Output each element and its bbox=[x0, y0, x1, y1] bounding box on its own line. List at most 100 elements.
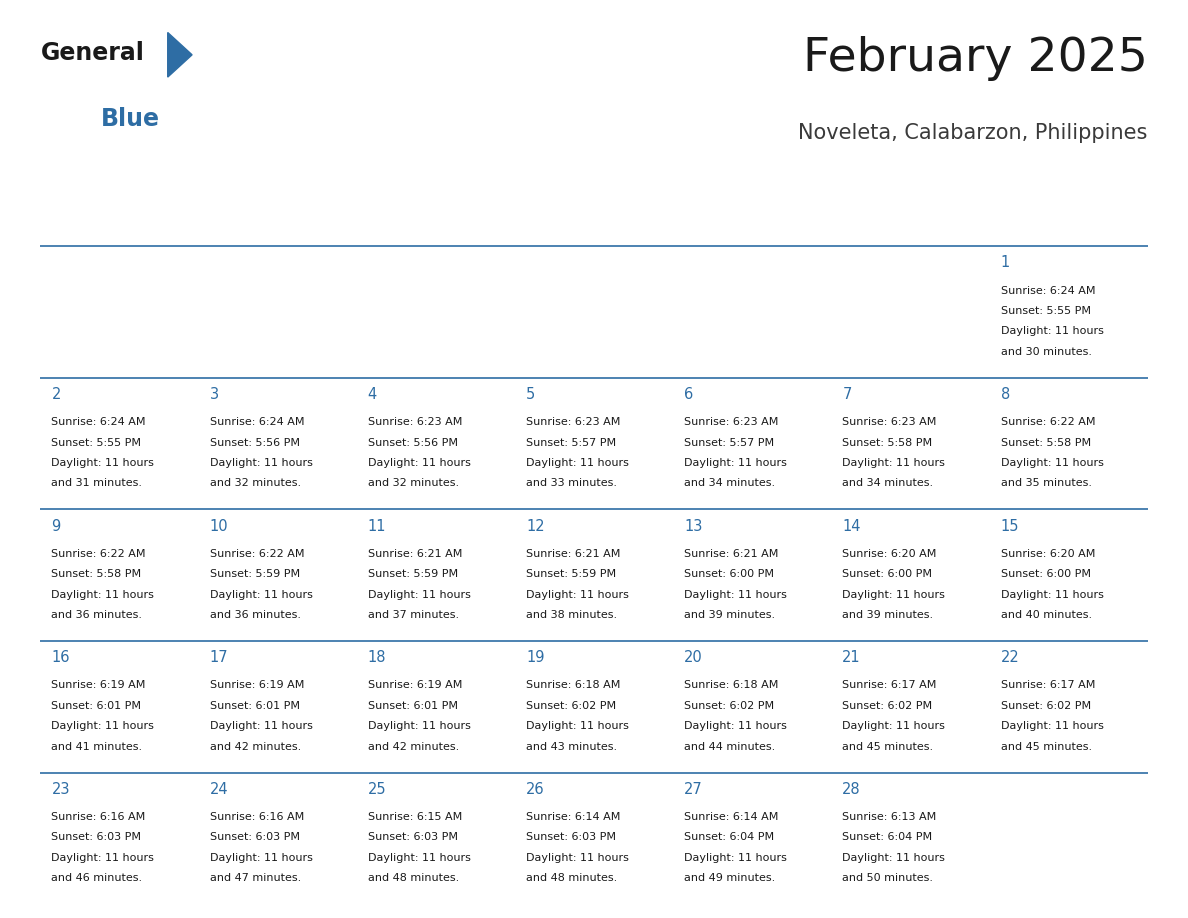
Text: Sunrise: 6:13 AM: Sunrise: 6:13 AM bbox=[842, 812, 936, 823]
Text: and 32 minutes.: and 32 minutes. bbox=[209, 478, 301, 488]
Text: Sunset: 5:58 PM: Sunset: 5:58 PM bbox=[1000, 438, 1091, 448]
Text: Sunrise: 6:20 AM: Sunrise: 6:20 AM bbox=[1000, 549, 1095, 559]
Text: Sunset: 5:58 PM: Sunset: 5:58 PM bbox=[51, 569, 141, 579]
Text: February 2025: February 2025 bbox=[803, 36, 1148, 81]
Text: and 45 minutes.: and 45 minutes. bbox=[842, 742, 934, 752]
Text: Daylight: 11 hours: Daylight: 11 hours bbox=[684, 458, 786, 468]
Text: and 42 minutes.: and 42 minutes. bbox=[209, 742, 301, 752]
Text: Daylight: 11 hours: Daylight: 11 hours bbox=[209, 458, 312, 468]
Text: Sunset: 6:04 PM: Sunset: 6:04 PM bbox=[842, 833, 933, 843]
Text: and 30 minutes.: and 30 minutes. bbox=[1000, 347, 1092, 357]
Text: 5: 5 bbox=[526, 386, 536, 402]
Text: 16: 16 bbox=[51, 650, 70, 666]
Text: Monday: Monday bbox=[214, 212, 278, 227]
Text: Sunset: 6:03 PM: Sunset: 6:03 PM bbox=[368, 833, 457, 843]
Text: Sunrise: 6:14 AM: Sunrise: 6:14 AM bbox=[526, 812, 620, 823]
Text: Daylight: 11 hours: Daylight: 11 hours bbox=[1000, 589, 1104, 599]
Text: Sunset: 5:57 PM: Sunset: 5:57 PM bbox=[684, 438, 775, 448]
Text: and 32 minutes.: and 32 minutes. bbox=[368, 478, 459, 488]
Text: and 35 minutes.: and 35 minutes. bbox=[1000, 478, 1092, 488]
Text: Daylight: 11 hours: Daylight: 11 hours bbox=[1000, 326, 1104, 336]
Text: Daylight: 11 hours: Daylight: 11 hours bbox=[51, 458, 154, 468]
Text: Sunset: 5:55 PM: Sunset: 5:55 PM bbox=[1000, 306, 1091, 316]
Text: Daylight: 11 hours: Daylight: 11 hours bbox=[368, 853, 470, 863]
Text: Sunset: 5:59 PM: Sunset: 5:59 PM bbox=[526, 569, 617, 579]
Text: and 45 minutes.: and 45 minutes. bbox=[1000, 742, 1092, 752]
Text: Daylight: 11 hours: Daylight: 11 hours bbox=[684, 722, 786, 732]
Text: Sunrise: 6:22 AM: Sunrise: 6:22 AM bbox=[51, 549, 146, 559]
Text: Daylight: 11 hours: Daylight: 11 hours bbox=[209, 589, 312, 599]
Text: Sunset: 6:04 PM: Sunset: 6:04 PM bbox=[684, 833, 775, 843]
Text: Daylight: 11 hours: Daylight: 11 hours bbox=[368, 722, 470, 732]
Text: 8: 8 bbox=[1000, 386, 1010, 402]
Text: Sunset: 5:57 PM: Sunset: 5:57 PM bbox=[526, 438, 617, 448]
Text: Sunrise: 6:22 AM: Sunrise: 6:22 AM bbox=[209, 549, 304, 559]
Text: 28: 28 bbox=[842, 782, 861, 797]
Text: 25: 25 bbox=[368, 782, 386, 797]
Text: 23: 23 bbox=[51, 782, 70, 797]
Text: Daylight: 11 hours: Daylight: 11 hours bbox=[209, 853, 312, 863]
Text: Sunrise: 6:23 AM: Sunrise: 6:23 AM bbox=[368, 417, 462, 427]
Text: Sunset: 5:55 PM: Sunset: 5:55 PM bbox=[51, 438, 141, 448]
Text: Daylight: 11 hours: Daylight: 11 hours bbox=[368, 458, 470, 468]
Text: Daylight: 11 hours: Daylight: 11 hours bbox=[51, 589, 154, 599]
Text: Sunrise: 6:24 AM: Sunrise: 6:24 AM bbox=[1000, 285, 1095, 296]
Text: 12: 12 bbox=[526, 519, 544, 533]
Text: Sunset: 6:01 PM: Sunset: 6:01 PM bbox=[51, 700, 141, 711]
Text: 17: 17 bbox=[209, 650, 228, 666]
Text: Sunrise: 6:15 AM: Sunrise: 6:15 AM bbox=[368, 812, 462, 823]
Text: 18: 18 bbox=[368, 650, 386, 666]
Text: and 44 minutes.: and 44 minutes. bbox=[684, 742, 776, 752]
Text: and 36 minutes.: and 36 minutes. bbox=[51, 610, 143, 620]
Text: Sunset: 5:56 PM: Sunset: 5:56 PM bbox=[209, 438, 299, 448]
Text: Sunrise: 6:22 AM: Sunrise: 6:22 AM bbox=[1000, 417, 1095, 427]
Text: and 47 minutes.: and 47 minutes. bbox=[209, 873, 301, 883]
Text: Sunset: 6:01 PM: Sunset: 6:01 PM bbox=[209, 700, 299, 711]
Text: Sunrise: 6:20 AM: Sunrise: 6:20 AM bbox=[842, 549, 936, 559]
Text: Sunset: 6:00 PM: Sunset: 6:00 PM bbox=[1000, 569, 1091, 579]
Text: Daylight: 11 hours: Daylight: 11 hours bbox=[526, 589, 628, 599]
Text: and 46 minutes.: and 46 minutes. bbox=[51, 873, 143, 883]
Text: and 49 minutes.: and 49 minutes. bbox=[684, 873, 776, 883]
Text: Sunrise: 6:19 AM: Sunrise: 6:19 AM bbox=[51, 680, 146, 690]
Text: Daylight: 11 hours: Daylight: 11 hours bbox=[51, 853, 154, 863]
Text: and 34 minutes.: and 34 minutes. bbox=[684, 478, 776, 488]
Text: and 37 minutes.: and 37 minutes. bbox=[368, 610, 459, 620]
Text: Sunrise: 6:17 AM: Sunrise: 6:17 AM bbox=[1000, 680, 1095, 690]
Text: and 33 minutes.: and 33 minutes. bbox=[526, 478, 617, 488]
Text: 3: 3 bbox=[209, 386, 219, 402]
Text: 13: 13 bbox=[684, 519, 702, 533]
Text: and 36 minutes.: and 36 minutes. bbox=[209, 610, 301, 620]
Text: Sunset: 5:56 PM: Sunset: 5:56 PM bbox=[368, 438, 457, 448]
Text: 2: 2 bbox=[51, 386, 61, 402]
Text: Sunrise: 6:24 AM: Sunrise: 6:24 AM bbox=[51, 417, 146, 427]
Text: Sunset: 5:59 PM: Sunset: 5:59 PM bbox=[209, 569, 299, 579]
Text: Sunrise: 6:23 AM: Sunrise: 6:23 AM bbox=[526, 417, 620, 427]
Text: Sunrise: 6:24 AM: Sunrise: 6:24 AM bbox=[209, 417, 304, 427]
Text: Daylight: 11 hours: Daylight: 11 hours bbox=[368, 589, 470, 599]
Text: Sunset: 6:03 PM: Sunset: 6:03 PM bbox=[209, 833, 299, 843]
Text: Wednesday: Wednesday bbox=[531, 212, 624, 227]
Text: 27: 27 bbox=[684, 782, 703, 797]
Text: Sunrise: 6:19 AM: Sunrise: 6:19 AM bbox=[368, 680, 462, 690]
Text: Sunrise: 6:21 AM: Sunrise: 6:21 AM bbox=[368, 549, 462, 559]
Text: Sunrise: 6:23 AM: Sunrise: 6:23 AM bbox=[842, 417, 936, 427]
Text: 20: 20 bbox=[684, 650, 703, 666]
Text: Sunrise: 6:19 AM: Sunrise: 6:19 AM bbox=[209, 680, 304, 690]
Text: Sunset: 6:00 PM: Sunset: 6:00 PM bbox=[684, 569, 775, 579]
Text: Daylight: 11 hours: Daylight: 11 hours bbox=[684, 589, 786, 599]
Text: Daylight: 11 hours: Daylight: 11 hours bbox=[842, 458, 946, 468]
Text: Sunset: 6:03 PM: Sunset: 6:03 PM bbox=[526, 833, 617, 843]
Text: Sunrise: 6:23 AM: Sunrise: 6:23 AM bbox=[684, 417, 778, 427]
Text: 7: 7 bbox=[842, 386, 852, 402]
Text: Thursday: Thursday bbox=[689, 212, 764, 227]
Text: and 39 minutes.: and 39 minutes. bbox=[684, 610, 776, 620]
Text: and 50 minutes.: and 50 minutes. bbox=[842, 873, 934, 883]
Text: Daylight: 11 hours: Daylight: 11 hours bbox=[526, 853, 628, 863]
Text: Sunset: 6:02 PM: Sunset: 6:02 PM bbox=[1000, 700, 1091, 711]
Text: and 41 minutes.: and 41 minutes. bbox=[51, 742, 143, 752]
Text: Daylight: 11 hours: Daylight: 11 hours bbox=[684, 853, 786, 863]
Text: Noveleta, Calabarzon, Philippines: Noveleta, Calabarzon, Philippines bbox=[798, 123, 1148, 143]
Text: Daylight: 11 hours: Daylight: 11 hours bbox=[1000, 722, 1104, 732]
Text: 26: 26 bbox=[526, 782, 544, 797]
